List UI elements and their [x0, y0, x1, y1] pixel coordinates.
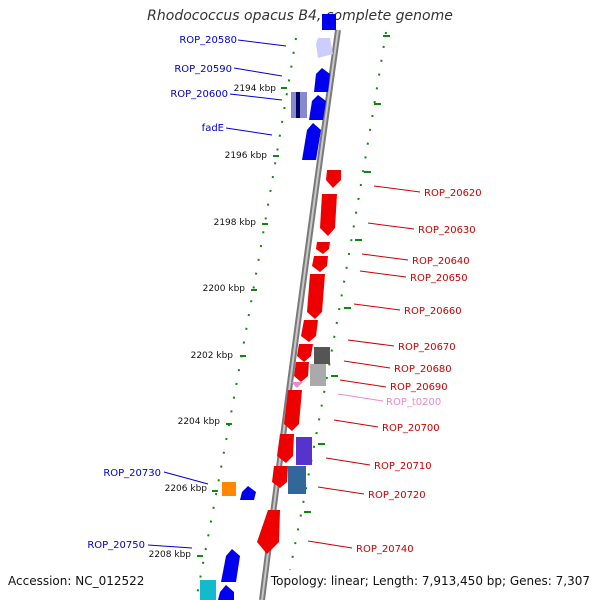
gene-label[interactable]: ROP_20750 [87, 540, 145, 551]
leader-line [343, 360, 391, 369]
gene-arrow[interactable] [322, 14, 336, 30]
leader-line [347, 339, 395, 347]
gene-label[interactable]: ROP_20690 [390, 382, 448, 393]
gene-label[interactable]: ROP_20710 [374, 461, 432, 472]
gene-arrow[interactable] [277, 434, 294, 463]
gene-arrow[interactable] [302, 123, 321, 160]
kbp-label: 2196 kbp [225, 151, 268, 161]
gene-arrow[interactable] [284, 390, 302, 431]
gene-label[interactable]: ROP_20730 [103, 468, 161, 479]
kbp-scale: 2194 kbp 2196 kbp 2198 kbp 2200 kbp 2202… [149, 35, 390, 560]
gene-arrow[interactable] [240, 486, 256, 500]
gene-arrow[interactable] [297, 344, 313, 362]
leader-line [317, 486, 365, 495]
left-gene-labels: ROP_20580 ROP_20590 ROP_20600 fadE ROP_2… [87, 35, 237, 551]
gene-label[interactable]: ROP_20650 [410, 273, 468, 284]
gene-label[interactable]: ROP_20720 [368, 490, 426, 501]
gene-block[interactable] [314, 347, 330, 364]
gene-arrow[interactable] [316, 242, 330, 254]
accession-label: Accession: NC_012522 [8, 574, 145, 588]
gene-arrow[interactable] [221, 549, 240, 582]
gene-label[interactable]: ROP_20680 [394, 364, 452, 375]
leader-line [361, 253, 409, 261]
leader-line [229, 93, 283, 101]
gene-block[interactable] [296, 92, 300, 118]
leader-line [373, 185, 421, 193]
leader-line [237, 39, 287, 47]
gene-arrow[interactable] [312, 256, 328, 272]
gene-label[interactable]: ROP_t0200 [386, 397, 441, 408]
kbp-label: 2202 kbp [191, 351, 234, 361]
map-title: Rhodococcus opacus B4, complete genome [147, 8, 453, 24]
trna-marker[interactable] [291, 382, 303, 388]
leader-line [163, 471, 209, 485]
gene-block[interactable] [288, 466, 306, 494]
gene-arrow[interactable] [272, 466, 288, 488]
gene-arrow[interactable] [320, 194, 337, 236]
leader-line [359, 270, 407, 278]
gene-label[interactable]: ROP_20660 [404, 306, 462, 317]
leader-line [147, 544, 193, 549]
leader-line [353, 303, 401, 311]
gene-block[interactable] [310, 364, 326, 386]
leader-line [325, 457, 371, 466]
gene-label[interactable]: ROP_20590 [174, 64, 232, 75]
leader-line [367, 222, 415, 230]
kbp-label: 2204 kbp [178, 417, 221, 427]
leader-line [307, 540, 353, 549]
gene-arrow[interactable] [326, 170, 341, 188]
leader-line [337, 393, 384, 402]
kbp-label: 2208 kbp [149, 550, 192, 560]
gene-block[interactable] [200, 580, 216, 600]
leader-line [225, 127, 273, 136]
gene-block[interactable] [296, 437, 312, 465]
gene-label[interactable]: ROP_20580 [179, 35, 237, 46]
kbp-label: 2206 kbp [165, 484, 208, 494]
left-strand-genes [200, 14, 336, 600]
leader-line [233, 67, 283, 77]
gene-label[interactable]: ROP_20640 [412, 256, 470, 267]
leader-line [333, 419, 379, 428]
gene-label[interactable]: ROP_20700 [382, 423, 440, 434]
gene-label[interactable]: ROP_20740 [356, 544, 414, 555]
gene-arrow[interactable] [218, 585, 234, 600]
kbp-label: 2198 kbp [214, 218, 257, 228]
right-strand-genes [257, 170, 341, 554]
gene-arrow[interactable] [314, 68, 330, 92]
gene-arrow[interactable] [316, 38, 333, 58]
gene-label[interactable]: ROP_20620 [424, 188, 482, 199]
gene-arrow[interactable] [294, 362, 309, 382]
leader-line [339, 379, 387, 388]
gene-block[interactable] [222, 482, 236, 496]
left-tick-track [195, 37, 297, 600]
gene-label[interactable]: ROP_20630 [418, 225, 476, 236]
right-leader-lines [307, 185, 421, 549]
kbp-label: 2200 kbp [203, 284, 246, 294]
gene-arrow[interactable] [257, 510, 280, 554]
gene-label[interactable]: ROP_20670 [398, 342, 456, 353]
right-gene-labels: ROP_20620 ROP_20630 ROP_20640 ROP_20650 … [356, 188, 482, 555]
gene-label[interactable]: fadE [202, 123, 224, 134]
gene-arrow[interactable] [301, 320, 318, 342]
genome-summary: Topology: linear; Length: 7,913,450 bp; … [270, 574, 590, 588]
left-leader-lines [147, 39, 287, 549]
gene-arrow[interactable] [309, 95, 326, 120]
kbp-label: 2194 kbp [234, 84, 277, 94]
gene-label[interactable]: ROP_20600 [170, 89, 228, 100]
gene-arrow[interactable] [307, 274, 325, 319]
